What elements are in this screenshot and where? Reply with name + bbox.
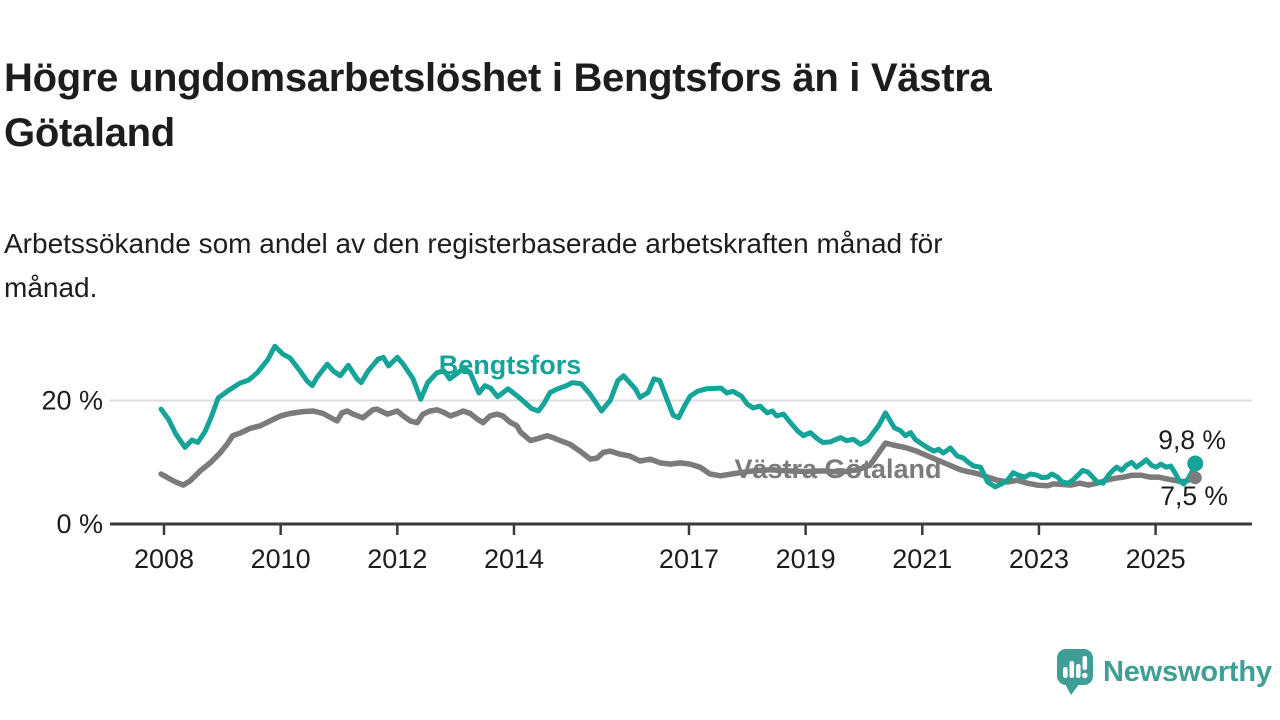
newsworthy-bubble-chart-icon — [1057, 649, 1093, 695]
x-axis-label-2012: 2012 — [367, 544, 427, 574]
bengtsfors-line — [158, 343, 1198, 490]
vastra-gotaland-end-value-label: 7,5 % — [1160, 481, 1228, 511]
x-axis-label-2019: 2019 — [776, 544, 836, 574]
bengtsfors-series-label: Bengtsfors — [439, 350, 582, 380]
bengtsfors-end-value-label: 9,8 % — [1158, 425, 1226, 455]
vastra-gotaland-end-dot — [1188, 471, 1202, 485]
x-axis-label-2014: 2014 — [484, 544, 544, 574]
vastra-gotaland-series-label: Västra Götaland — [734, 454, 941, 484]
x-axis-label-2021: 2021 — [892, 544, 952, 574]
x-axis-label-2023: 2023 — [1009, 544, 1069, 574]
page-title-line-1: Högre ungdomsarbetslöshet i Bengtsfors ä… — [4, 55, 992, 100]
page-subtitle: Arbetssökande som andel av den registerb… — [4, 222, 1234, 310]
vastra-gotaland-line — [158, 406, 1199, 489]
x-axis-label-2025: 2025 — [1126, 544, 1186, 574]
x-axis-label-2010: 2010 — [251, 544, 311, 574]
page-title-line-2: Götaland — [4, 110, 175, 155]
y-axis-label-0: 0 % — [56, 509, 103, 539]
newsworthy-logo: Newsworthy — [1056, 648, 1272, 696]
y-axis-label-20: 20 % — [41, 386, 103, 416]
x-axis-label-2017: 2017 — [659, 544, 719, 574]
page-title: Högre ungdomsarbetslöshet i Bengtsfors ä… — [4, 51, 1234, 161]
bengtsfors-end-dot — [1187, 455, 1204, 472]
page-subtitle-line-1: Arbetssökande som andel av den registerb… — [4, 228, 943, 259]
page-subtitle-line-2: månad. — [4, 272, 98, 303]
x-axis-label-2008: 2008 — [134, 544, 194, 574]
newsworthy-logo-text: Newsworthy — [1103, 656, 1272, 688]
